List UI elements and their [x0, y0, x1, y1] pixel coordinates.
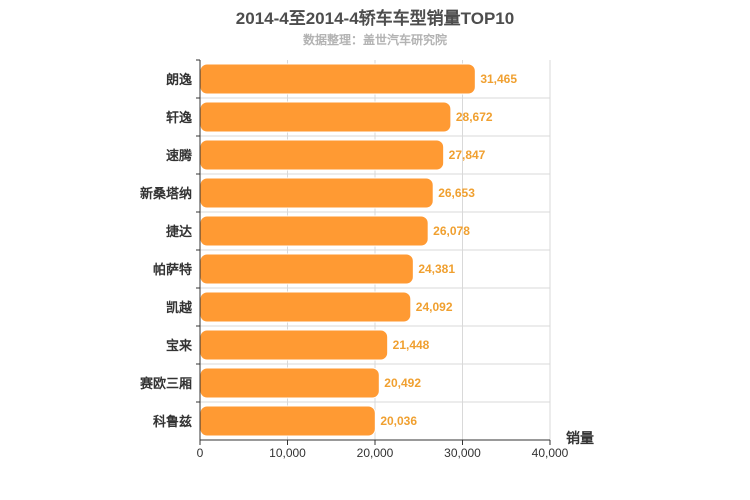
bar-value-label: 27,847	[449, 148, 486, 162]
x-tick-label: 20,000	[357, 446, 394, 460]
x-tick-label: 0	[197, 446, 204, 460]
bar-value-label: 20,492	[384, 376, 421, 390]
bar-value-label: 24,092	[416, 300, 453, 314]
bar-value-label: 21,448	[393, 338, 430, 352]
y-category-label: 新桑塔纳	[140, 186, 192, 201]
y-category-label: 凯越	[166, 300, 193, 315]
bar	[199, 215, 429, 247]
bar	[199, 253, 414, 285]
y-category-label: 帕萨特	[153, 262, 192, 277]
bar	[199, 139, 445, 171]
x-axis-title: 销量	[566, 430, 594, 446]
bar-layer	[199, 63, 476, 437]
bar	[199, 177, 434, 209]
bar	[199, 63, 476, 95]
x-tick-label: 40,000	[532, 446, 569, 460]
y-category-label: 科鲁兹	[153, 414, 192, 429]
bar-value-label: 24,381	[418, 262, 455, 276]
y-category-label: 宝来	[166, 338, 193, 353]
bar-value-label: 31,465	[480, 72, 517, 86]
y-category-label: 轩逸	[166, 110, 192, 125]
chart-subtitle: 数据整理：盖世汽车研究院	[302, 33, 447, 47]
y-category-label: 朗逸	[166, 72, 192, 87]
y-category-label: 捷达	[166, 224, 192, 239]
bar	[199, 405, 376, 437]
x-tick-label: 30,000	[444, 446, 481, 460]
bar-value-label: 28,672	[456, 110, 493, 124]
bar	[199, 101, 452, 133]
x-tick-label: 10,000	[269, 446, 306, 460]
bar	[199, 367, 380, 399]
value-label-layer: 31,465 28,672 27,847 26,653 26,078 24,381 24,0…	[380, 72, 517, 428]
bar	[199, 291, 412, 323]
chart-title: 2014-4至2014-4轿车车型销量TOP10	[235, 9, 515, 28]
y-category-label: 速腾	[166, 148, 193, 163]
bar-value-label: 26,078	[433, 224, 470, 238]
bar	[199, 329, 389, 361]
y-category-label: 赛欧三厢	[139, 376, 192, 391]
axis-layer: 0 10,000 20,000 30,000 40,000	[196, 59, 569, 460]
bar-value-label: 20,036	[380, 414, 417, 428]
bar-value-label: 26,653	[438, 186, 475, 200]
